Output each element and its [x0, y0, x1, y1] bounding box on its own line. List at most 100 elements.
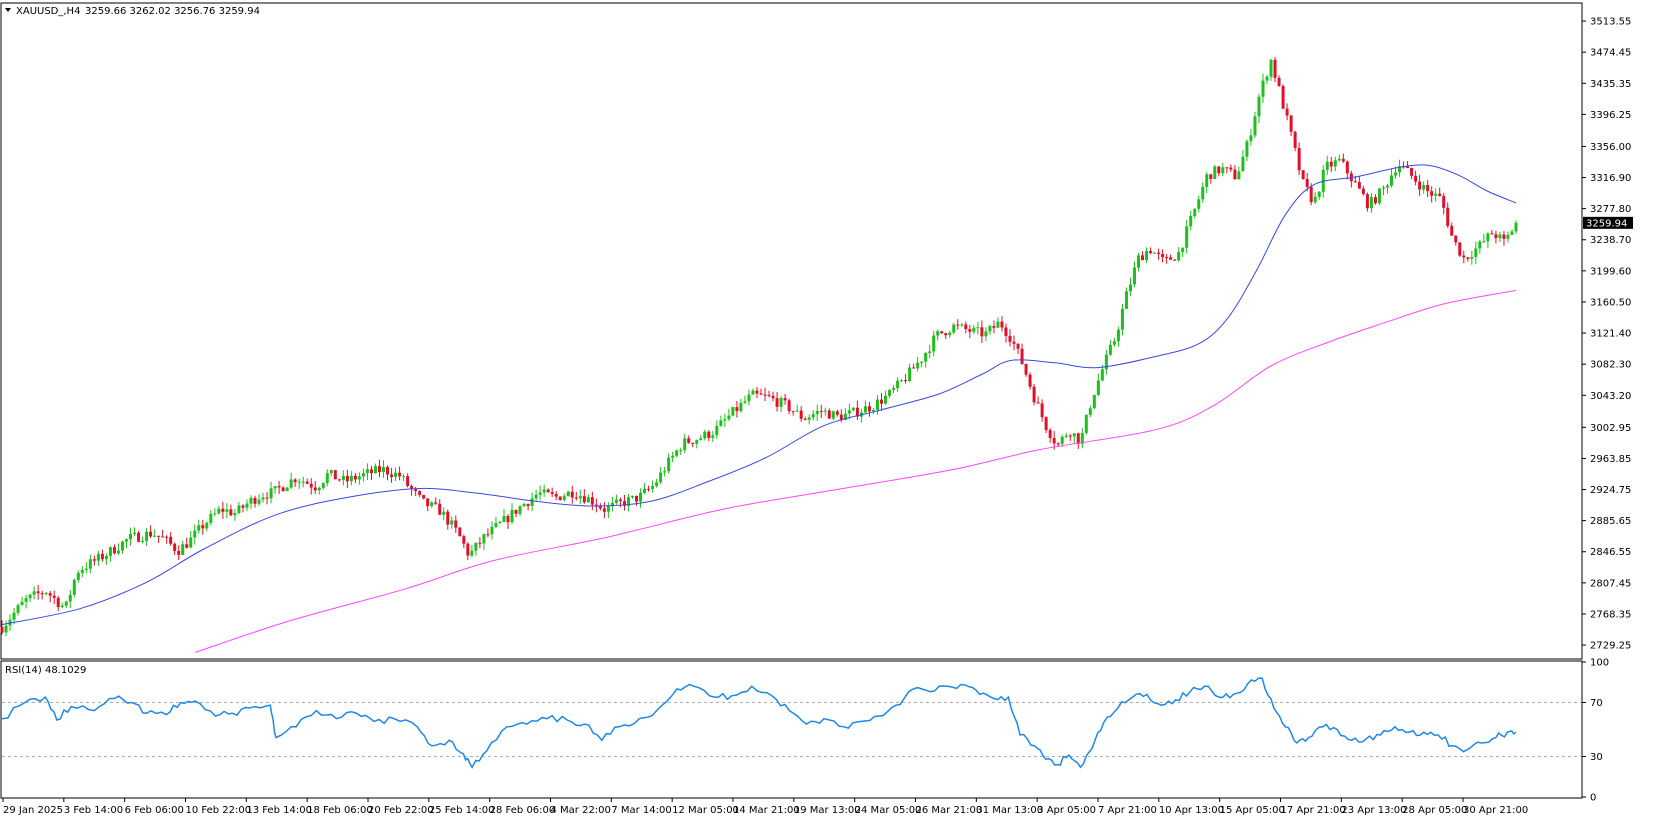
- candle: [980, 320, 984, 343]
- candle: [1486, 232, 1490, 249]
- candle: [618, 497, 622, 508]
- candle: [703, 429, 707, 441]
- candle: [169, 531, 173, 546]
- candle: [1201, 182, 1205, 203]
- candle: [1112, 338, 1116, 347]
- time-axis-tick-label: 12 Mar 05:00: [672, 805, 739, 816]
- time-axis: 29 Jan 2025 3 Feb 14:00 6 Feb 06:00 10 Feb …: [2, 798, 1528, 816]
- candle: [1241, 150, 1245, 172]
- candle: [1245, 139, 1249, 161]
- time-axis-tick-label: 25 Feb 14:00: [429, 805, 495, 816]
- candle: [514, 509, 518, 518]
- candle: [1016, 343, 1020, 355]
- candle: [373, 463, 377, 474]
- candle: [165, 535, 169, 544]
- candle: [1209, 174, 1213, 184]
- candle: [952, 322, 956, 335]
- candle: [137, 530, 141, 543]
- candle: [434, 497, 438, 505]
- candle: [1233, 164, 1237, 180]
- candle: [1498, 231, 1502, 242]
- candle: [879, 392, 883, 411]
- time-axis-tick-label: 13 Feb 14:00: [246, 805, 312, 816]
- candle: [1410, 167, 1414, 180]
- candle: [349, 471, 353, 486]
- candle: [546, 488, 550, 493]
- candle: [233, 509, 237, 521]
- candle: [534, 489, 538, 502]
- candle: [390, 467, 394, 483]
- candle: [410, 484, 414, 496]
- candle: [1040, 399, 1044, 422]
- rsi-line: [1, 677, 1517, 769]
- candle: [695, 439, 699, 449]
- candle: [1506, 231, 1510, 243]
- candle: [369, 465, 373, 481]
- candle: [855, 400, 859, 421]
- candle: [747, 389, 751, 406]
- candle: [1137, 252, 1141, 272]
- candle: [333, 470, 337, 480]
- candle: [956, 319, 960, 330]
- candle: [719, 415, 723, 427]
- candle: [1482, 234, 1486, 244]
- candle: [36, 584, 40, 600]
- candle: [173, 542, 177, 556]
- candle: [217, 505, 221, 515]
- time-axis-tick-label: 3 Apr 05:00: [1037, 805, 1096, 816]
- candle: [827, 408, 831, 419]
- candle: [265, 491, 269, 505]
- candle: [377, 459, 381, 478]
- candle: [209, 509, 213, 526]
- candle: [193, 524, 197, 545]
- candle: [442, 507, 446, 521]
- candle: [755, 386, 759, 398]
- candle: [120, 540, 124, 554]
- price-candles: [0, 56, 1518, 637]
- candle: [329, 469, 333, 477]
- candle: [1377, 187, 1381, 205]
- candle: [1060, 434, 1064, 448]
- candle: [1402, 161, 1406, 169]
- candle: [916, 356, 920, 372]
- candle: [1418, 174, 1422, 196]
- candle: [1120, 304, 1124, 336]
- candle: [1333, 156, 1337, 172]
- candle: [1141, 251, 1145, 261]
- candle: [450, 516, 454, 529]
- candle: [1462, 250, 1466, 264]
- candle: [723, 413, 727, 427]
- symbol-dropdown-icon[interactable]: [5, 8, 11, 12]
- candle: [1325, 155, 1329, 176]
- candle: [643, 483, 647, 495]
- candle: [446, 509, 450, 530]
- candle: [1024, 363, 1028, 377]
- candle: [145, 528, 149, 546]
- candle: [1177, 247, 1181, 262]
- candle: [1466, 256, 1470, 262]
- candle: [1458, 242, 1462, 257]
- candle: [920, 361, 924, 368]
- candle: [104, 553, 108, 565]
- candle: [763, 387, 767, 402]
- candle: [305, 478, 309, 485]
- candle: [56, 595, 60, 612]
- candle: [675, 449, 679, 458]
- price-axis-tick-label: 3474.45: [1590, 48, 1631, 59]
- candle: [1285, 103, 1289, 121]
- candle: [1385, 183, 1389, 194]
- candle: [683, 433, 687, 453]
- candle: [1068, 434, 1072, 441]
- candle: [24, 594, 28, 609]
- candle: [478, 537, 482, 549]
- candle: [422, 494, 426, 500]
- candle: [1044, 416, 1048, 433]
- time-axis-tick-label: 15 Apr 05:00: [1220, 805, 1285, 816]
- candle: [68, 590, 72, 609]
- candle: [667, 453, 671, 474]
- candle: [522, 502, 526, 507]
- candle: [1289, 115, 1293, 137]
- candle: [550, 487, 554, 498]
- time-axis-tick-label: 26 Mar 21:00: [916, 805, 983, 816]
